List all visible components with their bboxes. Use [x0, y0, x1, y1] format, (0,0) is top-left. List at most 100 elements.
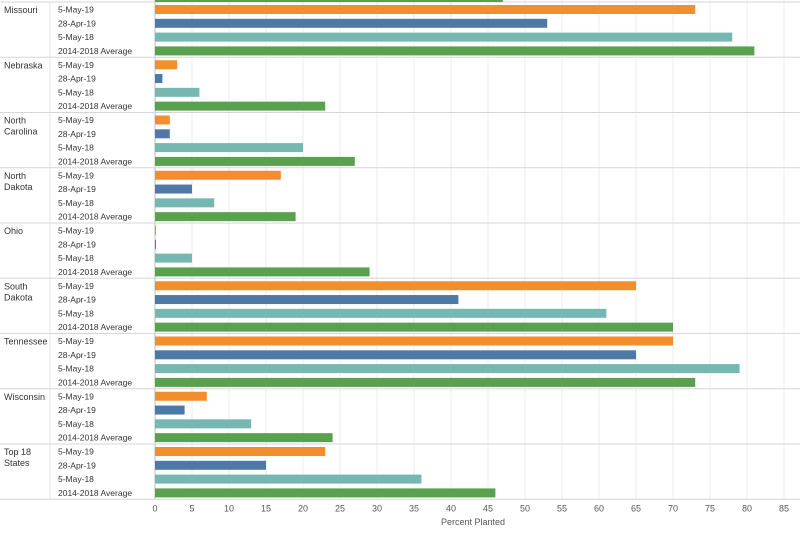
state-label-line: Dakota [4, 292, 33, 302]
bar [155, 419, 252, 429]
x-tick-label: 10 [224, 503, 234, 513]
bar-row-label: 28-Apr-19 [58, 18, 96, 28]
bar [155, 156, 355, 166]
bar-row-label: 28-Apr-19 [58, 74, 96, 84]
bar-row-label: 28-Apr-19 [58, 460, 96, 470]
bar [155, 101, 326, 111]
bar [155, 212, 296, 222]
bar-row-label: 5-May-19 [58, 60, 94, 70]
bar [155, 5, 696, 14]
bar-row-label: 5-May-19 [58, 336, 94, 346]
bar [155, 129, 170, 139]
x-axis-title: Percent Planted [441, 517, 505, 527]
state-label: South Dakota [4, 281, 33, 302]
bar-row-label: 5-May-19 [58, 447, 94, 457]
bar-row-label: 28-Apr-19 [58, 295, 96, 305]
bars [155, 0, 755, 498]
bar-row-label: 5-May-19 [58, 226, 94, 236]
bar [155, 32, 733, 42]
state-label-line: Nebraska [4, 60, 43, 70]
x-tick-label: 40 [446, 503, 456, 513]
bar-row-label: 5-May-18 [58, 253, 94, 263]
state-label-line: Tennessee [4, 337, 48, 347]
bar [155, 18, 548, 28]
bar-row-label: 28-Apr-19 [58, 239, 96, 249]
state-label-line: Carolina [4, 127, 38, 137]
state-panels [0, 1, 800, 500]
bar-row-label: 5-May-18 [58, 87, 94, 97]
bar [155, 460, 266, 470]
bar [155, 447, 326, 456]
bar-row-label: 5-May-18 [58, 32, 94, 42]
bar-row-label: 28-Apr-19 [58, 129, 96, 139]
bar [155, 350, 636, 360]
bar-row-label: 5-May-18 [58, 198, 94, 208]
bar [155, 308, 607, 318]
x-tick-label: 55 [557, 503, 567, 513]
bar [155, 253, 192, 263]
bar [155, 295, 459, 305]
bar-row-label: 2014-2018 Average [58, 433, 132, 443]
bar-row-label: 5-May-19 [58, 391, 94, 401]
bar [155, 281, 636, 291]
bar [155, 239, 156, 249]
bar-row-label: 5-May-18 [58, 143, 94, 153]
state-label: Missouri [4, 5, 38, 15]
x-tick-label: 15 [261, 503, 271, 513]
bar-row-label: 28-Apr-19 [58, 184, 96, 194]
bar-row-label: 28-Apr-19 [58, 405, 96, 415]
grid-lines [154, 0, 785, 500]
state-label-line: Ohio [4, 226, 23, 236]
x-tick-label: 65 [631, 503, 641, 513]
bar-row-label: 5-May-18 [58, 419, 94, 429]
x-tick-label: 25 [335, 503, 345, 513]
state-label: Top 18 States [4, 447, 31, 468]
bar [155, 60, 178, 70]
bar [155, 170, 281, 180]
bar-row-label: 2014-2018 Average [58, 377, 132, 387]
bar-row-label: 5-May-18 [58, 364, 94, 374]
bar [155, 322, 673, 332]
state-label: Tennessee [4, 337, 48, 347]
bar-row-label: 5-May-19 [58, 115, 94, 125]
state-label: North Carolina [4, 116, 38, 137]
bar [155, 46, 755, 56]
bar-row-label: 5-May-19 [58, 170, 94, 180]
x-tick-label: 20 [298, 503, 308, 513]
x-tick-label: 80 [742, 503, 752, 513]
bar-row-label: 2014-2018 Average [58, 212, 132, 222]
x-tick-label: 30 [372, 503, 382, 513]
state-label-line: Top 18 [4, 447, 31, 457]
bar-row-label: 5-May-18 [58, 474, 94, 484]
bar-row-label: 5-May-18 [58, 308, 94, 318]
bar [155, 115, 170, 125]
x-tick-label: 75 [705, 503, 715, 513]
state-label: Nebraska [4, 60, 43, 70]
bar [155, 391, 207, 401]
bar [155, 377, 696, 387]
x-tick-label: 35 [409, 503, 419, 513]
bar-partial-top [155, 0, 503, 2]
bar-row-label: 2014-2018 Average [58, 267, 132, 277]
state-label-line: Dakota [4, 182, 33, 192]
x-axis: 0 5 10 15 20 25 30 35 40 45 50 55 60 65 70 75 80 85 [0, 498, 800, 513]
state-label: Wisconsin [4, 392, 45, 402]
state-label-line: Missouri [4, 5, 38, 15]
bar-row-label: 5-May-19 [58, 281, 94, 291]
row-labels: Missouri 5-May-19 28-Apr-19 5-May-18 2014-20… [4, 5, 132, 498]
bar [155, 143, 303, 153]
state-label: Ohio [4, 226, 23, 236]
state-label-line: North [4, 116, 26, 126]
bar [155, 336, 673, 346]
bar-row-label: 2014-2018 Average [58, 156, 132, 166]
state-label-line: States [4, 458, 30, 468]
state-label-line: South [4, 281, 28, 291]
bar [155, 267, 370, 277]
bar-row-label: 5-May-19 [58, 5, 94, 15]
state-label-line: North [4, 171, 26, 181]
bar-row-label: 2014-2018 Average [58, 488, 132, 498]
x-tick-label: 60 [594, 503, 604, 513]
x-tick-label: 50 [520, 503, 530, 513]
